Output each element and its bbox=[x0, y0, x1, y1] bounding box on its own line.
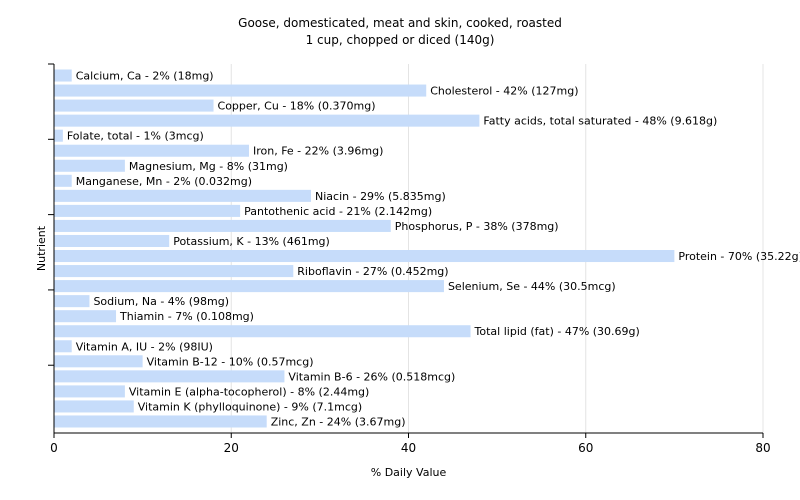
bar bbox=[54, 174, 72, 187]
bar bbox=[54, 265, 294, 278]
bar bbox=[54, 234, 170, 247]
bar-label: Riboflavin - 27% (0.452mg) bbox=[297, 265, 448, 278]
bar bbox=[54, 325, 471, 338]
bar-label: Vitamin A, IU - 2% (98IU) bbox=[76, 340, 213, 353]
x-tick-label: 0 bbox=[50, 441, 58, 455]
x-tick-label: 80 bbox=[755, 441, 770, 455]
bar bbox=[54, 385, 125, 398]
bar bbox=[54, 415, 267, 428]
bar bbox=[54, 159, 125, 172]
bar-label: Vitamin B-6 - 26% (0.518mcg) bbox=[288, 370, 455, 383]
bar bbox=[54, 84, 427, 97]
bar bbox=[54, 370, 285, 383]
bar bbox=[54, 69, 72, 82]
bar-label: Calcium, Ca - 2% (18mg) bbox=[76, 70, 214, 83]
x-tick-label: 60 bbox=[578, 441, 593, 455]
bar bbox=[54, 340, 72, 353]
bar bbox=[54, 295, 90, 308]
bar-label: Iron, Fe - 22% (3.96mg) bbox=[253, 145, 383, 158]
chart-title: Goose, domesticated, meat and skin, cook… bbox=[238, 16, 562, 30]
bar-label: Protein - 70% (35.22g) bbox=[678, 250, 800, 263]
bar bbox=[54, 310, 117, 323]
bar bbox=[54, 219, 391, 232]
bar-label: Vitamin B-12 - 10% (0.57mcg) bbox=[147, 355, 314, 368]
x-tick-label: 40 bbox=[401, 441, 416, 455]
bar-label: Potassium, K - 13% (461mg) bbox=[173, 235, 330, 248]
bar-label: Folate, total - 1% (3mcg) bbox=[67, 130, 204, 143]
bar bbox=[54, 250, 675, 263]
bar-label: Pantothenic acid - 21% (2.142mg) bbox=[244, 205, 432, 218]
bar-label: Niacin - 29% (5.835mg) bbox=[315, 190, 446, 203]
bar-label: Zinc, Zn - 24% (3.67mg) bbox=[271, 415, 406, 428]
x-tick-label: 20 bbox=[224, 441, 239, 455]
bar-label: Sodium, Na - 4% (98mg) bbox=[93, 295, 229, 308]
bar-label: Cholesterol - 42% (127mg) bbox=[430, 85, 578, 98]
bar bbox=[54, 400, 134, 413]
bar-label: Vitamin E (alpha-tocopherol) - 8% (2.44m… bbox=[129, 385, 369, 398]
bar bbox=[54, 129, 63, 142]
bar bbox=[54, 189, 312, 202]
bar bbox=[54, 355, 143, 368]
bar-label: Vitamin K (phylloquinone) - 9% (7.1mcg) bbox=[138, 400, 362, 413]
bar-label: Copper, Cu - 18% (0.370mg) bbox=[218, 100, 376, 113]
x-axis-title: % Daily Value bbox=[371, 466, 447, 479]
bar bbox=[54, 144, 249, 157]
bar-label: Magnesium, Mg - 8% (31mg) bbox=[129, 160, 288, 173]
bar-label: Selenium, Se - 44% (30.5mcg) bbox=[448, 280, 616, 293]
bar bbox=[54, 204, 241, 217]
bar bbox=[54, 99, 214, 112]
bar-label: Thiamin - 7% (0.108mg) bbox=[119, 310, 254, 323]
chart-subtitle: 1 cup, chopped or diced (140g) bbox=[305, 33, 495, 47]
bar-label: Phosphorus, P - 38% (378mg) bbox=[395, 220, 559, 233]
y-axis-title: Nutrient bbox=[35, 225, 48, 271]
bar bbox=[54, 280, 444, 293]
bar-label: Total lipid (fat) - 47% (30.69g) bbox=[474, 325, 640, 338]
bar-label: Manganese, Mn - 2% (0.032mg) bbox=[76, 175, 252, 188]
bar-label: Fatty acids, total saturated - 48% (9.61… bbox=[483, 115, 717, 128]
bar bbox=[54, 114, 480, 127]
